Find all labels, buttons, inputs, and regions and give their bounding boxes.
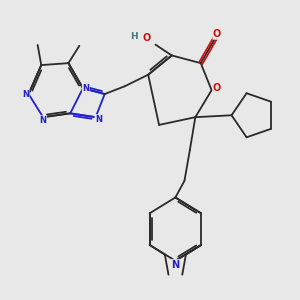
Text: H: H (130, 32, 138, 40)
Text: O: O (142, 33, 151, 43)
Text: N: N (171, 260, 179, 270)
Text: O: O (213, 29, 221, 39)
Text: N: N (40, 116, 46, 125)
Text: N: N (22, 89, 29, 98)
Text: N: N (95, 115, 102, 124)
Text: O: O (213, 83, 221, 93)
Text: N: N (82, 84, 89, 93)
